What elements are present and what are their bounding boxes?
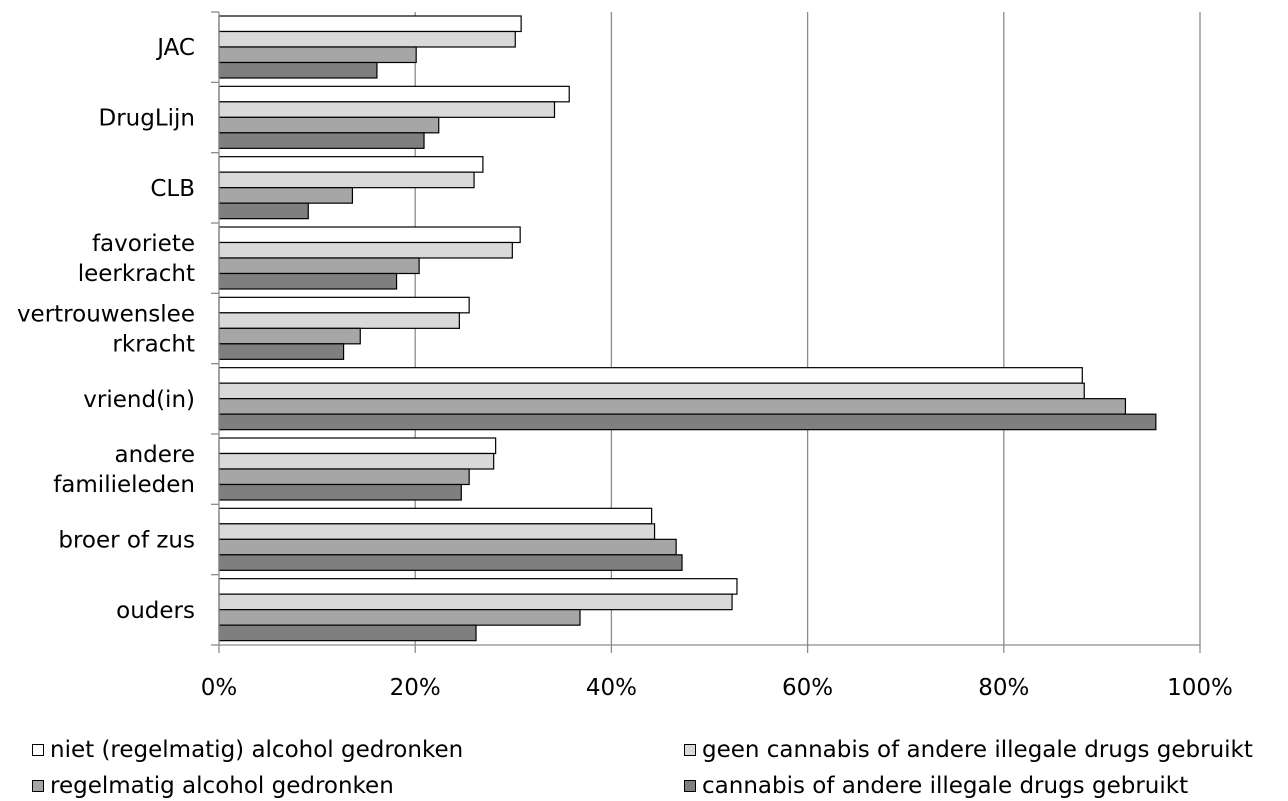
x-tick-label: 40% xyxy=(586,675,637,701)
bar-series-2-cat-6 xyxy=(218,382,1085,400)
category-label: vertrouwenslee rkracht xyxy=(17,302,195,358)
bar-series-4-cat-8 xyxy=(218,554,683,571)
bar-series-4-cat-9 xyxy=(218,624,477,642)
legend-label-series-4: cannabis of andere illegale drugs gebrui… xyxy=(702,773,1189,799)
bar-series-3-cat-8 xyxy=(218,538,677,556)
category-label: vriend(in) xyxy=(83,387,195,413)
category-label: DrugLijn xyxy=(98,106,195,132)
legend-swatch-series-1 xyxy=(32,744,44,756)
bar-series-4-cat-6 xyxy=(218,413,1157,431)
bar-series-4-cat-5 xyxy=(218,343,345,360)
bar-series-4-cat-3 xyxy=(218,202,309,220)
category-label: ouders xyxy=(116,598,195,624)
legend-label-series-1: niet (regelmatig) alcohol gedronken xyxy=(50,737,464,763)
bar-series-2-cat-7 xyxy=(218,452,495,470)
category-label: favoriete leerkracht xyxy=(78,231,195,287)
bar-series-3-cat-4 xyxy=(218,257,420,275)
legend-label-series-2: geen cannabis of andere illegale drugs g… xyxy=(702,737,1253,763)
x-tick-label: 100% xyxy=(1167,675,1233,701)
category-label: broer of zus xyxy=(58,528,195,554)
legend-swatch-series-3 xyxy=(32,780,44,792)
bar-series-4-cat-2 xyxy=(218,132,425,149)
bar-series-2-cat-8 xyxy=(218,523,656,540)
bar-series-2-cat-9 xyxy=(218,593,733,611)
legend-item-series-4: cannabis of andere illegale drugs gebrui… xyxy=(684,771,1188,801)
bar-series-1-cat-5 xyxy=(218,296,470,314)
bar-series-1-cat-1 xyxy=(218,15,522,33)
legend-label-series-3: regelmatig alcohol gedronken xyxy=(50,773,394,799)
bar-series-3-cat-1 xyxy=(218,46,417,64)
bar-series-3-cat-6 xyxy=(218,398,1127,415)
legend-swatch-series-4 xyxy=(684,780,696,792)
bar-series-1-cat-4 xyxy=(218,226,521,244)
bar-series-1-cat-7 xyxy=(218,437,497,455)
bar-series-4-cat-4 xyxy=(218,272,398,290)
legend-item-series-2: geen cannabis of andere illegale drugs g… xyxy=(684,735,1253,765)
x-tick-label: 80% xyxy=(978,675,1029,701)
x-tick-label: 20% xyxy=(390,675,441,701)
bar-series-3-cat-9 xyxy=(218,609,581,626)
legend-swatch-series-2 xyxy=(684,744,696,756)
bar-series-1-cat-9 xyxy=(218,578,738,595)
x-tick-label: 60% xyxy=(782,675,833,701)
x-tick-label: 0% xyxy=(201,675,238,701)
bar-series-2-cat-2 xyxy=(218,101,556,118)
bar-series-3-cat-2 xyxy=(218,116,440,134)
bar-series-1-cat-8 xyxy=(218,507,653,525)
bar-series-2-cat-1 xyxy=(218,30,516,48)
category-label: andere familieleden xyxy=(53,442,195,498)
bar-series-3-cat-3 xyxy=(218,187,354,204)
category-label: JAC xyxy=(155,35,195,61)
legend-item-series-3: regelmatig alcohol gedronken xyxy=(32,771,394,801)
bar-series-2-cat-4 xyxy=(218,241,513,259)
legend-item-series-1: niet (regelmatig) alcohol gedronken xyxy=(32,735,463,765)
bar-series-2-cat-3 xyxy=(218,171,475,189)
bar-series-1-cat-3 xyxy=(218,156,484,173)
bar-series-1-cat-2 xyxy=(218,85,570,103)
bar-series-4-cat-1 xyxy=(218,61,378,79)
bar-series-1-cat-6 xyxy=(218,367,1083,384)
bar-series-2-cat-5 xyxy=(218,312,460,329)
category-label: CLB xyxy=(150,176,195,202)
bar-series-3-cat-5 xyxy=(218,327,361,345)
bar-series-4-cat-7 xyxy=(218,483,462,501)
bar-series-3-cat-7 xyxy=(218,468,470,486)
